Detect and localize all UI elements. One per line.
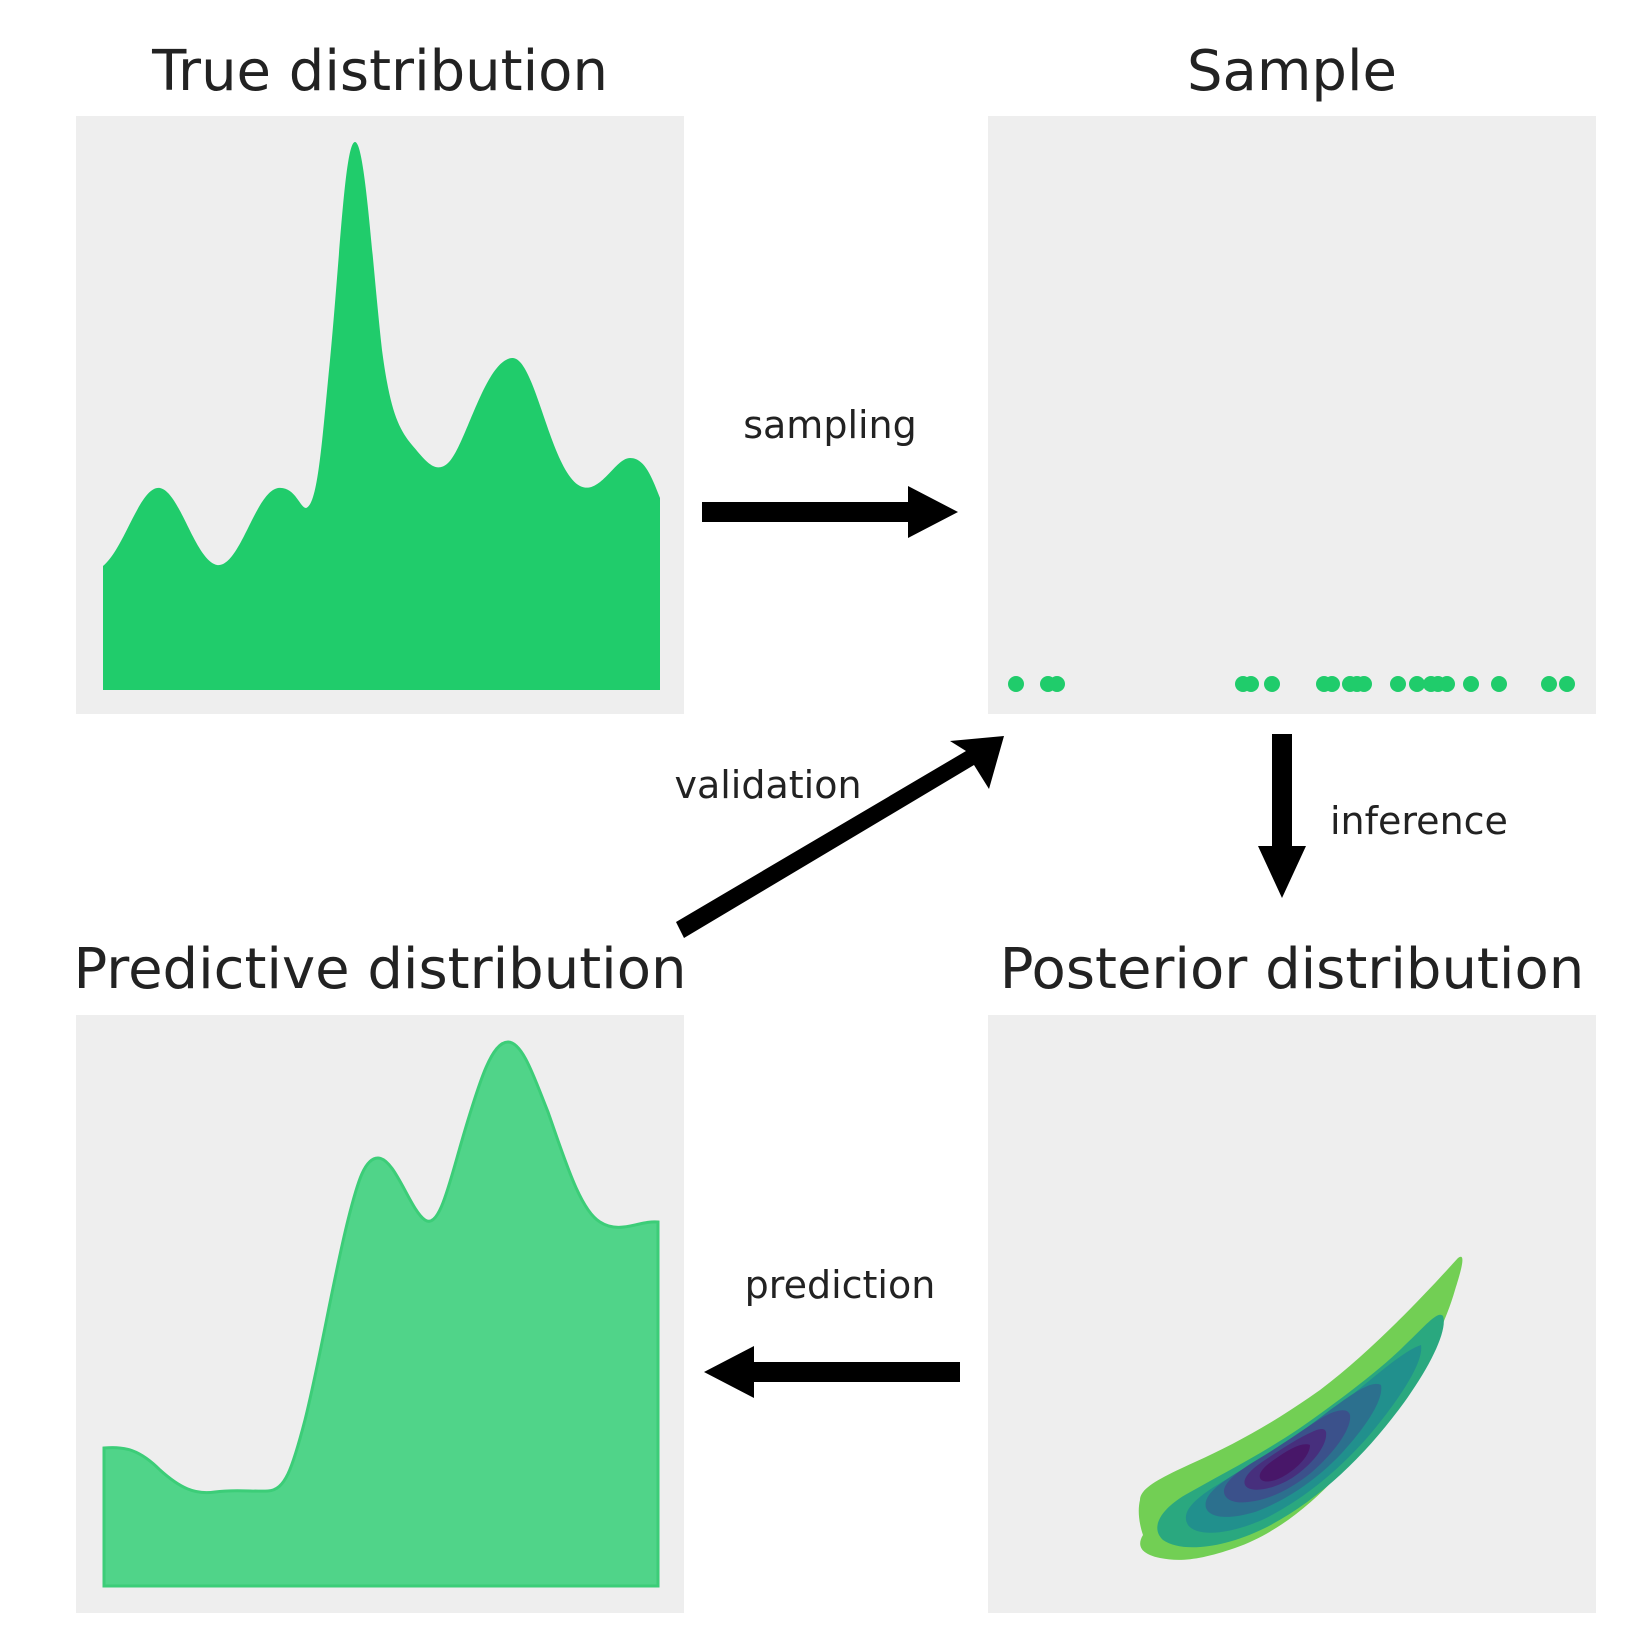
posterior-distribution-title: Posterior distribution [1000,937,1584,1002]
sample-title: Sample [1187,39,1397,104]
true-distribution-panel: True distribution [76,39,684,714]
sample-point [1463,676,1479,692]
predictive-distribution-title: Predictive distribution [74,937,687,1002]
validation-arrow: validation [674,736,1004,938]
validation-arrow-shape [676,736,1004,938]
posterior-contours [1138,1256,1463,1560]
true-distribution-density [103,142,660,690]
sample-point [1390,676,1406,692]
sample-point [1049,676,1065,692]
sample-point [1439,676,1455,692]
posterior-contour-level-7 [1259,1444,1310,1482]
sample-point [1008,676,1024,692]
validation-label: validation [674,763,861,807]
sample-point [1324,676,1340,692]
sampling-arrow-shape [702,486,958,538]
posterior-distribution-panel: Posterior distribution [988,937,1596,1613]
posterior-distribution-background [988,1015,1596,1613]
sample-point [1541,676,1557,692]
prediction-arrow-shape [704,1346,960,1398]
sample-point [1559,676,1575,692]
prediction-label: prediction [745,1263,936,1307]
sample-point [1491,676,1507,692]
predictive-distribution-density [102,1040,660,1588]
sample-point [1356,676,1372,692]
sample-panel: Sample [988,39,1596,714]
prediction-arrow: prediction [704,1263,960,1398]
true-distribution-title: True distribution [151,39,608,104]
sample-point [1264,676,1280,692]
inference-label: inference [1330,799,1508,843]
inference-arrow: inference [1258,734,1508,898]
predictive-distribution-panel: Predictive distribution [74,937,687,1613]
sample-background [988,116,1596,714]
inference-arrow-shape [1258,734,1306,898]
sampling-label: sampling [743,403,917,447]
sampling-arrow: sampling [702,403,958,538]
sample-point [1243,676,1259,692]
sample-point [1409,676,1425,692]
sample-points [1008,676,1575,692]
